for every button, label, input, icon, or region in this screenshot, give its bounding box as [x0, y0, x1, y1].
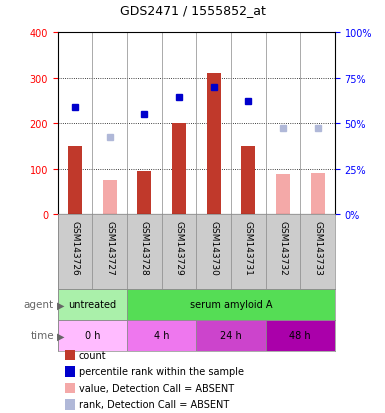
Text: 4 h: 4 h [154, 330, 169, 341]
Bar [276, 175, 290, 215]
Text: percentile rank within the sample: percentile rank within the sample [79, 366, 244, 376]
Bar [127, 289, 335, 320]
Bar [68, 147, 82, 215]
Text: GSM143733: GSM143733 [313, 221, 322, 275]
Text: GSM143727: GSM143727 [105, 221, 114, 275]
Text: count: count [79, 350, 107, 360]
Bar [172, 124, 186, 215]
Bar [241, 147, 255, 215]
Text: 48 h: 48 h [290, 330, 311, 341]
Text: GSM143729: GSM143729 [174, 221, 184, 275]
Text: GDS2471 / 1555852_at: GDS2471 / 1555852_at [120, 4, 265, 17]
Text: untreated: untreated [69, 299, 116, 310]
Bar [58, 289, 127, 320]
Bar [207, 74, 221, 215]
Bar [103, 180, 117, 215]
Text: 0 h: 0 h [85, 330, 100, 341]
Text: ▶: ▶ [57, 299, 64, 310]
Text: rank, Detection Call = ABSENT: rank, Detection Call = ABSENT [79, 399, 229, 409]
Text: GSM143726: GSM143726 [70, 221, 80, 275]
Bar [266, 320, 335, 351]
Text: agent: agent [24, 299, 54, 310]
Text: GSM143728: GSM143728 [140, 221, 149, 275]
Bar [196, 320, 266, 351]
Text: GSM143732: GSM143732 [278, 221, 288, 275]
Bar [137, 172, 151, 215]
Bar [311, 174, 325, 215]
Bar [58, 320, 127, 351]
Text: GSM143730: GSM143730 [209, 221, 218, 275]
Bar [127, 320, 196, 351]
Text: 24 h: 24 h [220, 330, 242, 341]
Text: serum amyloid A: serum amyloid A [190, 299, 272, 310]
Text: value, Detection Call = ABSENT: value, Detection Call = ABSENT [79, 383, 234, 393]
Text: GSM143731: GSM143731 [244, 221, 253, 275]
Text: ▶: ▶ [57, 330, 64, 341]
Text: time: time [30, 330, 54, 341]
